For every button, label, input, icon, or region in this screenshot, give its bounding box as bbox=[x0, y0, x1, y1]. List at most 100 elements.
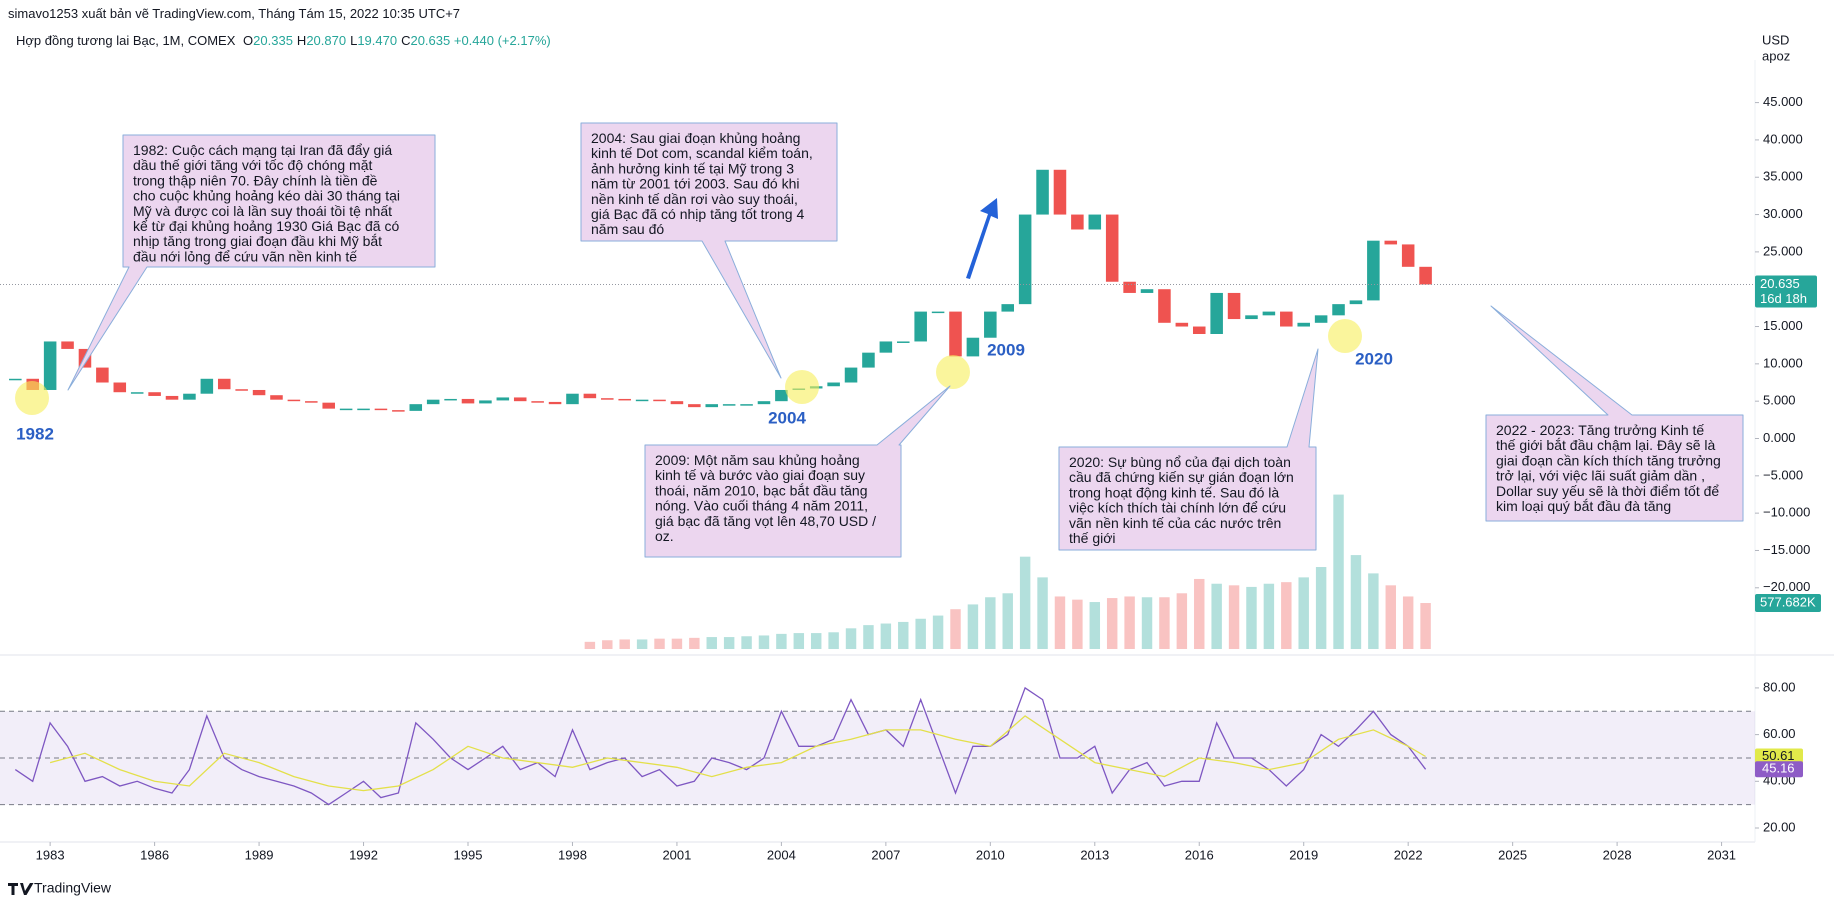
volume-bar bbox=[1124, 596, 1135, 649]
candle bbox=[1158, 289, 1171, 323]
volume-bar bbox=[1385, 585, 1396, 649]
candle bbox=[287, 399, 301, 402]
volume-bar bbox=[1368, 573, 1379, 649]
rsi-line bbox=[14, 686, 1427, 806]
annotation-line: 2020: Sự bùng nổ của đại dịch toàn bbox=[1069, 454, 1291, 470]
volume-bar bbox=[671, 638, 683, 649]
x-tick-label: 2028 bbox=[1603, 847, 1632, 862]
candle bbox=[513, 397, 527, 402]
volume-bar bbox=[1019, 556, 1031, 649]
price-change: +0.440 (+2.17%) bbox=[453, 33, 551, 48]
annotation-line: kinh tế và bước vào giai đoạn suy bbox=[655, 467, 865, 483]
candle bbox=[1001, 304, 1014, 312]
volume-bar bbox=[689, 637, 700, 649]
y-tick-label: 60.00 bbox=[1763, 726, 1796, 741]
candle bbox=[1123, 281, 1136, 293]
rsi-last-label: 50.61 bbox=[1762, 748, 1795, 763]
volume-bar bbox=[932, 615, 944, 649]
rsi-last-box bbox=[1755, 761, 1803, 778]
annotation-line: kể từ đại khủng hoảng 1930 Giá Bạc đã có bbox=[133, 218, 399, 234]
candle bbox=[183, 393, 196, 400]
candle bbox=[217, 378, 231, 390]
candle bbox=[1314, 315, 1328, 323]
candle bbox=[1384, 240, 1398, 245]
annotation-line: thế giới bắt đầu chậm lại. Đây sẽ là bbox=[1496, 437, 1716, 453]
x-tick-label: 2007 bbox=[871, 847, 900, 862]
volume-bar bbox=[863, 625, 874, 649]
candle bbox=[1367, 240, 1380, 301]
annotation-line: Dollar suy yếu sẽ là thời điểm tốt để bbox=[1496, 483, 1719, 499]
candle bbox=[757, 401, 771, 405]
candle bbox=[461, 398, 475, 404]
annotation-line: đầu nới lỏng để cứu vãn nền kinh tế bbox=[133, 248, 357, 264]
candle bbox=[566, 393, 579, 405]
candle bbox=[357, 408, 370, 411]
ohlc-value: 20.635 bbox=[410, 33, 451, 48]
callout bbox=[1058, 348, 1319, 551]
candle bbox=[862, 352, 875, 368]
y-tick-label: 45.000 bbox=[1763, 94, 1803, 109]
x-tick-label: 1983 bbox=[36, 847, 65, 862]
x-tick-label: 2004 bbox=[767, 847, 796, 862]
x-tick-label: 2001 bbox=[662, 847, 691, 862]
candle bbox=[1262, 311, 1276, 316]
volume-bar bbox=[1089, 602, 1101, 649]
rsi-last-box bbox=[1755, 748, 1803, 765]
highlight bbox=[936, 355, 970, 389]
y-tick-label: 5.000 bbox=[1763, 393, 1796, 408]
candle bbox=[722, 404, 736, 406]
volume-bar bbox=[1176, 593, 1188, 649]
candle bbox=[635, 399, 649, 402]
year-marker: 1982 bbox=[16, 424, 54, 443]
candle bbox=[879, 341, 893, 353]
volume-bar bbox=[758, 635, 770, 649]
publisher-line: simavo1253 xuất bản vẽ TradingView.com, … bbox=[8, 6, 461, 21]
candle bbox=[409, 404, 423, 411]
volume-bar bbox=[636, 639, 648, 649]
ohlc-key: H bbox=[296, 33, 307, 48]
annotation-line: 2004: Sau giai đoạn khủng hoảng bbox=[591, 130, 800, 146]
volume-bar bbox=[1037, 577, 1048, 649]
annotation-line: giá bạc đã tăng vọt lên 48,70 USD / bbox=[655, 513, 876, 529]
volume-last-box bbox=[1755, 594, 1821, 613]
candle bbox=[426, 399, 440, 405]
x-tick-label: 1992 bbox=[349, 847, 378, 862]
y-tick-label: −5.000 bbox=[1763, 467, 1803, 482]
candle bbox=[531, 401, 544, 403]
candle bbox=[1071, 214, 1084, 230]
candle bbox=[827, 382, 840, 387]
annotation-line: vãn nền kinh tế của các nước trên bbox=[1069, 515, 1281, 531]
annotation-line: nhịp tăng trong giai đoạn đầu khi Mỹ bắt bbox=[133, 233, 382, 249]
volume-bar bbox=[1402, 596, 1414, 649]
candle bbox=[43, 341, 57, 390]
candle bbox=[844, 367, 858, 383]
x-tick-label: 2010 bbox=[976, 847, 1005, 862]
ohlc-value: 19.470 bbox=[357, 33, 398, 48]
candle bbox=[984, 311, 997, 338]
symbol-name: Hợp đồng tương lai Bạc, 1M, COMEX bbox=[16, 33, 236, 48]
x-tick-label: 2022 bbox=[1394, 847, 1423, 862]
volume-bar bbox=[1228, 585, 1240, 649]
volume-bar bbox=[706, 637, 717, 649]
rsi-last-label: 45.16 bbox=[1762, 761, 1795, 776]
candle bbox=[670, 401, 684, 405]
annotation-line: ảnh hưởng kinh tế tại Mỹ trong 3 bbox=[591, 160, 794, 176]
volume-bar bbox=[1072, 599, 1083, 649]
candle bbox=[914, 311, 927, 342]
tv-logo bbox=[8, 883, 34, 895]
candle bbox=[1227, 292, 1241, 320]
annotation-line: 1982: Cuộc cách mạng tại Iran đã đẩy giá bbox=[133, 142, 392, 158]
volume-bar bbox=[1333, 494, 1344, 649]
volume-bar bbox=[1350, 555, 1362, 649]
last-price-box bbox=[1755, 275, 1817, 308]
candle bbox=[1053, 169, 1067, 215]
candle bbox=[148, 392, 161, 396]
candle bbox=[270, 395, 283, 400]
symbol-legend: Hợp đồng tương lai Bạc, 1M, COMEX O20.33… bbox=[16, 33, 551, 48]
year-marker: 2020 bbox=[1355, 349, 1393, 368]
volume-bar bbox=[880, 623, 892, 649]
annotation-line: dầu thế giới tăng với tốc độ chóng mặt bbox=[133, 157, 373, 173]
countdown-label: 16d 18h bbox=[1760, 291, 1807, 306]
